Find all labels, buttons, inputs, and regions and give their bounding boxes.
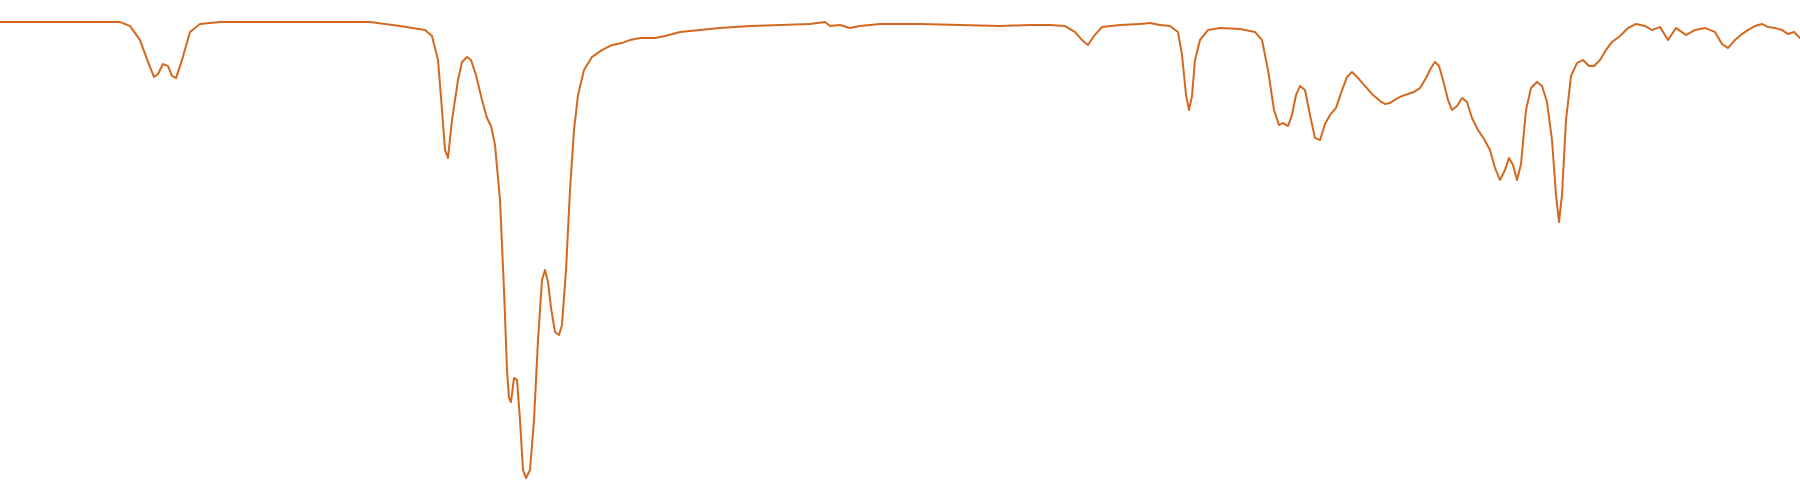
series-line-0	[0, 21, 1800, 479]
series-layer	[0, 21, 1800, 479]
